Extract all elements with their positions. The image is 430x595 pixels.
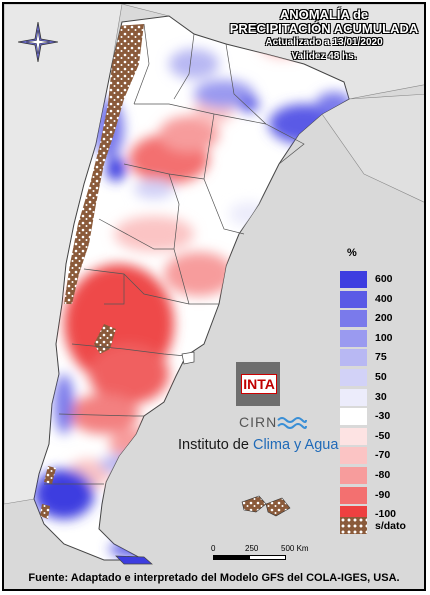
legend-label: 600 [375, 273, 393, 285]
scale-segment-light [249, 555, 286, 560]
legend-swatch [340, 447, 367, 465]
legend-label: -70 [375, 449, 391, 462]
compass-rose-icon [18, 22, 58, 62]
institute-name: Instituto de Clima y Agua [178, 437, 338, 453]
legend-label: -50 [375, 429, 391, 442]
legend-item: 400 [340, 290, 420, 310]
legend: 600 400 200 100 75 50 30 -30 -50 -70 -80… [340, 270, 420, 525]
legend-label: -90 [375, 488, 391, 501]
map-title: ANOMALÍA de PRECIPITACIÓN ACUMULADA Actu… [219, 7, 424, 64]
legend-swatch [340, 349, 367, 367]
legend-item: -70 [340, 446, 420, 466]
legend-swatch [340, 329, 367, 347]
scale-label-500: 500 Km [281, 544, 309, 553]
scale-segment-dark [213, 555, 250, 560]
malvinas-islands [241, 495, 291, 517]
legend-label: 75 [375, 351, 387, 364]
scale-label-250: 250 [245, 544, 259, 553]
institute-part-1: Instituto de [178, 437, 253, 453]
legend-swatch [340, 368, 367, 386]
legend-item: 100 [340, 329, 420, 349]
water-waves-icon [277, 417, 307, 429]
inta-logo-text: INTA [243, 376, 275, 392]
legend-item: 200 [340, 309, 420, 329]
inta-logo-inner: INTA [241, 374, 277, 394]
legend-label: 200 [375, 312, 393, 325]
legend-label: -100 [375, 508, 397, 521]
legend-item: 600 [340, 270, 420, 290]
legend-item: -80 [340, 466, 420, 486]
legend-item: -50 [340, 427, 420, 447]
title-line-1: ANOMALÍA de [279, 7, 369, 22]
no-data-swatch [340, 517, 367, 534]
legend-swatch [340, 408, 367, 426]
scale-bar: 0 250 500 Km [209, 544, 319, 574]
legend-swatch [340, 290, 367, 308]
legend-label: 100 [375, 331, 393, 344]
legend-item: -30 [340, 407, 420, 427]
legend-label: 400 [375, 292, 393, 305]
legend-label: -80 [375, 468, 391, 481]
legend-label: -30 [375, 410, 391, 423]
source-footer: Fuente: Adaptado e interpretado del Mode… [28, 572, 400, 584]
legend-swatch [340, 310, 367, 328]
map-frame: ANOMALÍA de PRECIPITACIÓN ACUMULADA Actu… [2, 2, 426, 591]
legend-swatch [340, 466, 367, 484]
cirn-label: CIRN [239, 414, 278, 430]
institute-part-2: Clima y Agua [252, 437, 339, 453]
no-data-label: s/dato [375, 520, 406, 532]
title-line-2: PRECIPITACIÓN ACUMULADA [229, 21, 419, 36]
legend-swatch [340, 271, 367, 288]
inta-logo: INTA [236, 362, 280, 406]
legend-label: 50 [375, 370, 387, 383]
legend-item: -90 [340, 486, 420, 506]
legend-label: 30 [375, 390, 387, 403]
validity: Validez 48 hs. [291, 51, 357, 62]
legend-swatch [340, 388, 367, 406]
legend-swatch [340, 486, 367, 504]
legend-swatch [340, 427, 367, 445]
legend-item: 50 [340, 368, 420, 388]
scale-label-0: 0 [211, 544, 216, 553]
legend-item: 75 [340, 348, 420, 368]
updated-date: Actualizado a 13/01/2020 [265, 37, 383, 48]
legend-item: 30 [340, 388, 420, 408]
legend-unit: % [347, 247, 357, 259]
